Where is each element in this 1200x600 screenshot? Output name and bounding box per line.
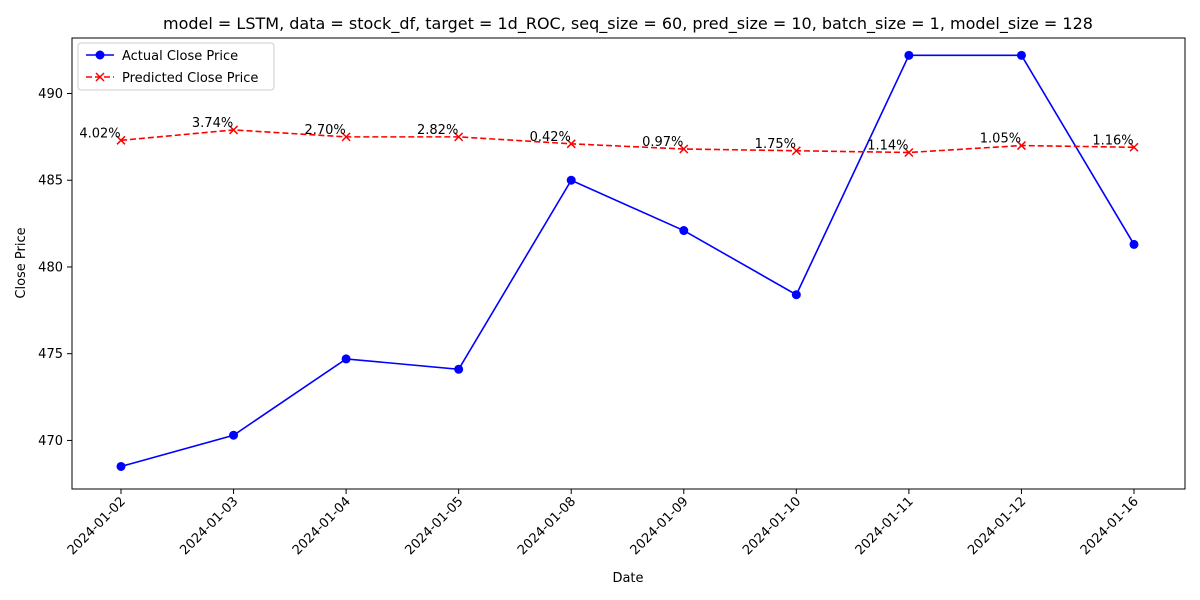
data-point bbox=[791, 146, 801, 156]
data-label: 1.75% bbox=[755, 137, 796, 152]
x-axis-label: Date bbox=[612, 571, 643, 586]
series-line bbox=[120, 129, 1135, 154]
data-label: 2.82% bbox=[417, 123, 458, 138]
data-point bbox=[1016, 141, 1026, 151]
data-point bbox=[566, 175, 576, 185]
legend-marker bbox=[95, 50, 105, 60]
y-tick-label: 475 bbox=[38, 347, 63, 362]
data-label: 0.42% bbox=[530, 130, 571, 145]
data-label: 1.14% bbox=[867, 138, 908, 153]
x-tick-label: 2024-01-11 bbox=[853, 494, 917, 558]
data-point bbox=[116, 461, 126, 471]
data-point bbox=[454, 132, 464, 142]
x-tick-label: 2024-01-16 bbox=[1078, 494, 1142, 558]
x-tick-label: 2024-01-05 bbox=[402, 494, 466, 558]
x-tick-label: 2024-01-04 bbox=[290, 494, 354, 558]
data-point bbox=[679, 226, 689, 236]
y-tick-label: 470 bbox=[38, 434, 63, 449]
data-label: 1.05% bbox=[980, 132, 1021, 147]
x-tick-label: 2024-01-12 bbox=[965, 494, 1029, 558]
data-label: 0.97% bbox=[642, 135, 683, 150]
y-tick-label: 485 bbox=[38, 174, 63, 189]
legend-marker bbox=[95, 72, 105, 82]
data-point bbox=[341, 354, 351, 364]
y-axis-label: Close Price bbox=[14, 227, 29, 298]
data-point bbox=[1129, 239, 1139, 249]
series-layer bbox=[116, 50, 1139, 471]
data-point bbox=[904, 50, 914, 60]
x-tick-label: 2024-01-09 bbox=[628, 494, 692, 558]
data-label: 4.02% bbox=[79, 126, 120, 141]
data-point bbox=[341, 132, 351, 142]
data-point bbox=[1129, 142, 1139, 152]
data-point bbox=[229, 430, 239, 440]
data-point bbox=[116, 135, 126, 145]
legend: Actual Close Price Predicted Close Price bbox=[77, 42, 275, 91]
series-line bbox=[120, 54, 1135, 468]
x-tick-label: 2024-01-02 bbox=[65, 494, 129, 558]
data-label: 3.74% bbox=[192, 116, 233, 131]
series-actual bbox=[116, 50, 1139, 471]
legend-label: Predicted Close Price bbox=[122, 71, 258, 86]
x-tick-label: 2024-01-08 bbox=[515, 494, 579, 558]
x-tick-label: 2024-01-03 bbox=[177, 494, 241, 558]
y-axis: 470 475 480 485 490 bbox=[38, 87, 72, 449]
data-point bbox=[904, 147, 914, 158]
data-point bbox=[791, 290, 801, 300]
y-tick-label: 490 bbox=[38, 87, 63, 102]
data-label: 2.70% bbox=[304, 123, 345, 138]
data-point bbox=[454, 364, 464, 374]
x-axis: 2024-01-02 2024-01-03 2024-01-04 2024-01-05… bbox=[65, 489, 1142, 558]
legend-label: Actual Close Price bbox=[122, 49, 238, 64]
data-point bbox=[229, 125, 239, 135]
x-tick-label: 2024-01-10 bbox=[740, 494, 804, 558]
series-predicted bbox=[116, 125, 1139, 158]
data-label: 1.16% bbox=[1092, 133, 1133, 148]
data-point bbox=[1016, 50, 1026, 60]
legend-frame bbox=[77, 42, 275, 91]
y-tick-label: 480 bbox=[38, 260, 63, 275]
chart-title: model = LSTM, data = stock_df, target = … bbox=[163, 14, 1093, 34]
data-point bbox=[566, 139, 576, 149]
plot-area bbox=[71, 37, 1186, 490]
data-labels-layer: 4.02% 3.74% 2.70% 2.82% 0.42% 0.97% 1.75% 1.14%… bbox=[79, 116, 1133, 154]
data-point bbox=[679, 144, 689, 154]
